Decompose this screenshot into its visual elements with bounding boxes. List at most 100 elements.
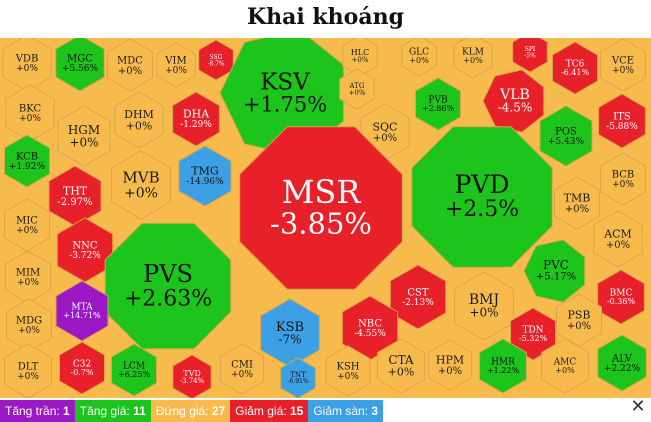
treemap-cell-kcb[interactable]: KCB+1.92% [4,134,50,188]
cell-ticker: PSB [567,308,590,321]
cell-shape [339,68,375,110]
cell-ticker: GLC [409,48,429,58]
treemap-cell-vdb[interactable]: VDB+0% [2,38,52,92]
treemap-cell-amc[interactable]: AMC+0% [541,338,589,394]
treemap-cell-pos[interactable]: POS+5.43% [539,105,593,167]
treemap-cell-cta[interactable]: CTA+0% [377,338,425,394]
cell-ticker: CST [407,287,429,298]
treemap-cell-mic[interactable]: MIC+0% [4,198,50,252]
treemap-cell-tdn[interactable]: TDN-5.32% [510,307,556,361]
cell-ticker: MIM [16,267,40,278]
treemap-cell-bmj[interactable]: BMJ+0% [454,271,514,341]
treemap-cell-ksh[interactable]: KSH+0% [325,345,371,397]
treemap-cell-vlb[interactable]: VLB-4.5% [482,69,545,133]
treemap-cell-its[interactable]: ITS-5.88% [598,93,646,149]
treemap-cell-mta[interactable]: MTA+14.71% [55,280,109,342]
cell-change: +2.22% [604,364,641,374]
legend-bar: Tăng trần: 1 Tăng giá: 11 Đứng giá: 27 Giảm… [0,400,651,422]
legend-item-ceiling[interactable]: Tăng trần: 1 [0,400,75,422]
treemap-cell-pvc[interactable]: PVC+5.17% [523,239,586,303]
cell-change: -6.41% [561,68,590,77]
treemap-cell-ksb[interactable]: KSB-7% [260,298,320,368]
cell-ticker: BKC [19,103,42,114]
treemap-cell-tmg[interactable]: TMG-14.96% [178,145,232,207]
treemap-cell-mvb[interactable]: MVB+0% [111,150,171,220]
treemap-cell-pvb[interactable]: PVB+2.86% [415,77,461,131]
cell-shape [219,343,265,395]
cell-change: +2.5% [445,197,519,222]
treemap-cell-cst[interactable]: CST-2.13% [389,264,447,330]
cell-change: +1.92% [9,162,46,172]
treemap-cell-mgc[interactable]: MGC+5.56% [55,38,105,92]
treemap-cell-dhm[interactable]: DHM+0% [114,91,164,149]
legend-label: Tăng trần: [5,404,60,418]
treemap-cell-ssg[interactable]: SSG-8.7% [198,39,234,81]
treemap-cell-vce[interactable]: VCE+0% [600,38,646,92]
cell-shape [114,91,164,149]
cell-change: +0% [612,180,634,190]
legend-label: Đứng giá: [155,404,209,418]
treemap-cell-c32[interactable]: C32-0.7% [59,341,105,395]
cell-change: +0% [438,366,462,377]
treemap-cell-glc[interactable]: GLC+0% [401,38,437,77]
treemap-cell-bkc[interactable]: BKC+0% [5,84,55,142]
cell-ticker: HLC [351,48,369,57]
treemap-cell-msr[interactable]: MSR-3.85% [239,126,403,290]
treemap-cell-bmc[interactable]: BMC-0.36% [597,269,645,325]
treemap-cell-psb[interactable]: PSB+0% [556,293,602,347]
legend-item-up[interactable]: Tăng giá: 11 [74,400,151,422]
legend-item-flat[interactable]: Đứng giá: 27 [150,400,231,422]
treemap-cell-lcm[interactable]: LCM+6.25% [111,343,157,397]
cell-shape [597,334,647,392]
cell-shape [280,357,316,398]
cell-shape [539,105,593,167]
treemap-cell-hpm[interactable]: HPM+0% [427,339,473,391]
cell-ticker: PVB [428,96,448,106]
treemap-cell-hgm[interactable]: HGM+0% [57,105,111,167]
cell-change: -14.96% [186,177,224,187]
treemap-cell-acm[interactable]: ACM+0% [593,210,643,268]
cell-ticker: TDN [522,326,543,336]
treemap-cell-cmi[interactable]: CMI+0% [219,343,265,395]
legend-item-floor[interactable]: Giảm sàn: 3 [308,400,384,422]
treemap-cell-atg[interactable]: ATG+0% [339,68,375,110]
cell-shape [172,91,220,147]
treemap-cell-dha[interactable]: DHA-1.29% [172,91,220,147]
treemap-cell-alv[interactable]: ALV+2.22% [597,334,647,392]
cell-ticker: VIM [164,55,186,66]
treemap-cell-hmr[interactable]: HMR+1.22% [479,338,527,394]
cell-change: -6.91% [287,378,308,385]
cell-change: +0% [118,66,142,77]
treemap-cell-tc6[interactable]: TC6-6.41% [552,41,598,95]
cell-ticker: PVD [455,170,510,199]
treemap-cell-pvd[interactable]: PVD+2.5% [411,126,553,268]
cell-change: +0% [352,56,369,64]
treemap-cell-pvs[interactable]: PVS+2.63% [104,222,232,350]
cell-change: +5.56% [62,64,99,74]
cell-shape [415,77,461,131]
treemap-cell-spi[interactable]: SPI-5% [512,38,548,73]
legend-item-down[interactable]: Giảm giá: 15 [230,400,309,422]
treemap-cell-tht[interactable]: THT-2.97% [48,165,102,227]
treemap-cell-tmb[interactable]: TMB+0% [554,176,600,230]
treemap-cell-klm[interactable]: KLM+0% [453,38,493,79]
treemap-cell-mdc[interactable]: MDC+0% [107,38,153,92]
treemap-cell-nnc[interactable]: NNC-3.72% [56,217,114,283]
treemap-cell-tnt[interactable]: TNT-6.91% [280,357,316,398]
cell-ticker: AMC [553,358,577,368]
treemap-cell-dlt[interactable]: DLT+0% [4,343,52,398]
cell-shape [55,280,109,342]
cell-ticker: KSV [260,69,310,95]
cell-ticker: DHA [183,107,210,120]
treemap-cell-tvd[interactable]: TVD-3.74% [172,354,212,398]
cell-shape [156,42,196,88]
treemap-cell-nbc[interactable]: NBC-4.55% [341,295,399,361]
cell-change: +5.43% [548,137,585,147]
treemap-cell-bcb[interactable]: BCB+0% [600,152,646,206]
cell-change: +1.22% [487,366,520,375]
treemap-cell-vim[interactable]: VIM+0% [156,42,196,88]
cell-change: +6.25% [118,370,151,379]
cell-change: -3.85% [270,206,372,240]
close-icon[interactable]: ✕ [630,396,646,417]
cell-change: -5% [524,52,536,59]
